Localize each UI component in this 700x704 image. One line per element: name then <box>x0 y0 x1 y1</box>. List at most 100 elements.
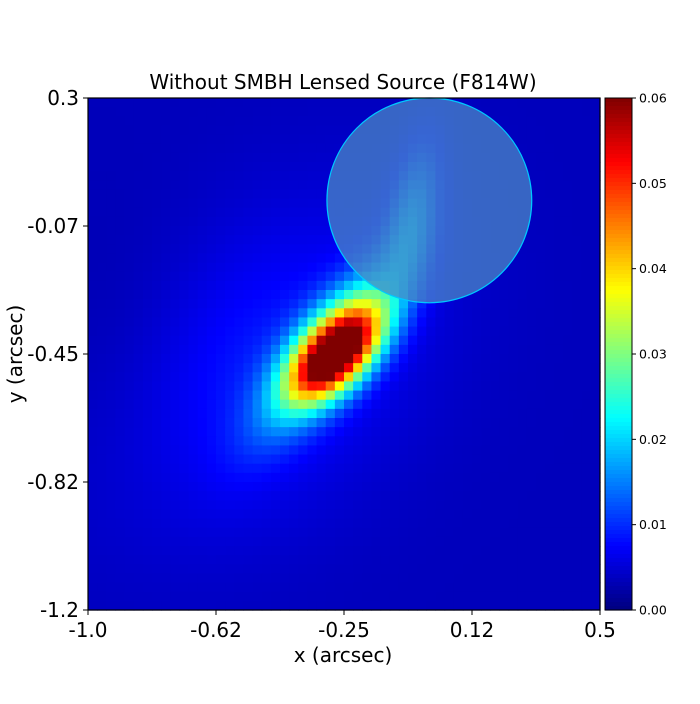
heatmap-cell <box>398 564 409 575</box>
heatmap-cell <box>362 399 373 410</box>
heatmap-cell <box>389 564 400 575</box>
heatmap-cell <box>298 162 309 172</box>
heatmap-cell <box>371 600 382 611</box>
heatmap-cell <box>261 262 272 273</box>
heatmap-cell <box>380 436 391 447</box>
colorbar-segment <box>605 178 632 183</box>
heatmap-cell <box>435 445 446 456</box>
heatmap-cell <box>133 226 144 236</box>
heatmap-cell <box>216 326 226 337</box>
heatmap-cell <box>152 491 162 501</box>
heatmap-cell <box>270 235 281 245</box>
colorbar-segment <box>605 422 632 427</box>
heatmap-cell <box>115 546 126 556</box>
heatmap-cell <box>316 582 327 593</box>
heatmap-cell <box>526 308 537 319</box>
heatmap-cell <box>252 262 263 273</box>
heatmap-cell <box>161 427 171 437</box>
colorbar-segment <box>605 210 632 215</box>
heatmap-cell <box>234 381 245 392</box>
heatmap-cell <box>106 363 117 373</box>
heatmap-cell <box>517 116 528 127</box>
heatmap-cell <box>261 390 272 401</box>
heatmap-cell <box>252 317 263 328</box>
heatmap-cell <box>325 591 336 602</box>
colorbar-segment <box>605 526 632 531</box>
heatmap-cell <box>197 509 208 520</box>
heatmap-cell <box>398 299 409 309</box>
heatmap-cell <box>142 555 153 565</box>
heatmap-cell <box>572 290 583 300</box>
heatmap-cell <box>261 436 272 447</box>
heatmap-cell <box>142 189 153 200</box>
heatmap-cell <box>417 564 427 575</box>
heatmap-cell <box>481 472 491 483</box>
colorbar-segment <box>605 310 632 315</box>
heatmap-cell <box>316 180 327 191</box>
heatmap-cell <box>426 564 437 575</box>
heatmap-cell <box>389 445 400 456</box>
heatmap-cell <box>316 143 327 154</box>
colorbar-tick-label: 0.06 <box>639 91 667 106</box>
heatmap-cell <box>481 500 491 511</box>
heatmap-cell <box>243 509 254 520</box>
heatmap-cell <box>462 445 473 456</box>
heatmap-cell <box>325 463 336 474</box>
heatmap-cell <box>426 527 437 538</box>
heatmap-cell <box>261 536 272 547</box>
colorbar-segment <box>605 582 632 587</box>
heatmap-cell <box>289 143 299 154</box>
heatmap-cell <box>316 198 327 209</box>
heatmap-cell <box>261 372 272 383</box>
heatmap-cell <box>243 591 254 602</box>
colorbar-segment <box>605 406 632 411</box>
heatmap-cell <box>133 235 144 245</box>
heatmap-cell <box>234 344 245 355</box>
heatmap-cell <box>197 235 208 245</box>
heatmap-cell <box>444 308 455 319</box>
heatmap-cell <box>243 445 254 456</box>
heatmap-cell <box>517 573 528 584</box>
heatmap-cell <box>435 482 446 492</box>
heatmap-cell <box>316 390 327 401</box>
heatmap-cell <box>142 171 153 181</box>
heatmap-cell <box>133 509 144 520</box>
heatmap-cell <box>197 390 208 401</box>
heatmap-cell <box>316 134 327 145</box>
heatmap-cell <box>298 564 309 575</box>
heatmap-cell <box>270 454 281 465</box>
heatmap-cell <box>334 573 345 584</box>
heatmap-cell <box>353 344 363 355</box>
heatmap-cell <box>179 491 190 501</box>
heatmap-cell <box>344 299 354 309</box>
heatmap-cell <box>545 299 555 309</box>
heatmap-cell <box>508 271 519 282</box>
heatmap-cell <box>298 171 309 181</box>
heatmap-cell <box>316 573 327 584</box>
heatmap-cell <box>389 381 400 392</box>
heatmap-cell <box>115 262 126 273</box>
heatmap-cell <box>152 573 162 584</box>
heatmap-cell <box>270 171 281 181</box>
heatmap-cell <box>344 527 354 538</box>
heatmap-cell <box>545 390 555 401</box>
heatmap-cell <box>389 436 400 447</box>
heatmap-cell <box>444 564 455 575</box>
heatmap-cell <box>526 344 537 355</box>
heatmap-cell <box>325 308 336 319</box>
heatmap-cell <box>206 262 217 273</box>
heatmap-cell <box>225 143 235 154</box>
heatmap-cell <box>216 573 226 584</box>
heatmap-cell <box>188 509 199 520</box>
heatmap-cell <box>225 454 235 465</box>
heatmap-cell <box>517 536 528 547</box>
heatmap-cell <box>334 280 345 291</box>
heatmap-cell <box>261 189 272 200</box>
heatmap-cell <box>481 399 491 410</box>
heatmap-cell <box>133 198 144 209</box>
heatmap-cell <box>179 546 190 556</box>
heatmap-cell <box>289 573 299 584</box>
heatmap-cell <box>133 518 144 529</box>
heatmap-cell <box>490 555 501 565</box>
heatmap-cell <box>499 555 510 565</box>
